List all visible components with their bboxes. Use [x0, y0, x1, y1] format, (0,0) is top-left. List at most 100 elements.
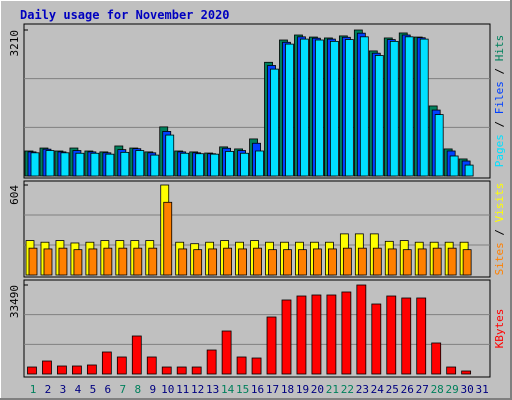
bar	[58, 247, 68, 276]
bar	[223, 247, 233, 276]
bar	[161, 366, 172, 375]
bar	[236, 356, 247, 375]
y-tick-label: 3210	[8, 30, 21, 57]
x-tick-label: 5	[90, 383, 97, 396]
bar	[178, 248, 188, 276]
bar	[461, 370, 472, 375]
bar	[281, 299, 292, 375]
bar	[327, 248, 337, 276]
x-tick-label: 25	[386, 383, 399, 396]
bar	[341, 291, 352, 375]
bar	[133, 247, 143, 276]
bar	[176, 366, 187, 375]
bar	[28, 247, 38, 276]
bar	[60, 152, 70, 177]
bar	[431, 342, 442, 375]
bar	[116, 356, 127, 375]
bar	[326, 294, 337, 375]
bar	[374, 55, 384, 177]
bar	[146, 356, 157, 375]
bar	[285, 43, 294, 177]
x-tick-label: 15	[236, 383, 249, 396]
bar	[372, 247, 382, 276]
bar	[253, 247, 262, 276]
x-tick-label: 10	[161, 383, 174, 396]
bar	[90, 152, 100, 177]
bar	[208, 248, 218, 276]
bar	[311, 294, 322, 375]
bar	[371, 303, 382, 375]
bar	[462, 249, 472, 276]
bar	[251, 357, 262, 375]
x-tick-label: 1	[30, 383, 37, 396]
x-tick-label: 21	[326, 383, 339, 396]
bar	[73, 249, 83, 276]
bar	[356, 284, 367, 375]
bar	[86, 364, 97, 375]
x-tick-label: 23	[356, 383, 369, 396]
x-tick-label: 14	[221, 383, 235, 396]
bar	[446, 366, 457, 375]
bar	[105, 153, 115, 177]
bar	[283, 249, 292, 276]
bar	[266, 316, 277, 375]
legend-separator: /	[493, 61, 506, 81]
bar	[434, 114, 444, 177]
bar	[238, 248, 247, 276]
bar	[103, 247, 113, 276]
bar	[210, 153, 220, 177]
x-tick-label: 24	[371, 383, 385, 396]
x-tick-label: 30	[461, 383, 474, 396]
x-tick-label: 8	[134, 383, 141, 396]
bar	[464, 164, 474, 177]
bar	[120, 151, 130, 177]
bar	[135, 150, 145, 177]
x-tick-label: 4	[75, 383, 82, 396]
bar	[30, 152, 40, 177]
bar	[447, 247, 457, 276]
x-tick-label: 27	[416, 383, 429, 396]
x-tick-label: 11	[176, 383, 189, 396]
legend: KBytes	[493, 309, 506, 349]
x-tick-label: 20	[311, 383, 324, 396]
bar	[386, 295, 397, 375]
bar	[342, 247, 352, 276]
x-tick-label: 26	[401, 383, 414, 396]
bar	[449, 155, 459, 177]
x-tick-label: 2	[45, 383, 52, 396]
legend-entry: Visits	[493, 183, 506, 223]
y-tick-label: 33490	[8, 285, 21, 318]
bar	[313, 248, 322, 276]
legend-separator: /	[493, 222, 506, 242]
bar	[88, 248, 98, 276]
x-tick-label: 9	[149, 383, 156, 396]
bar	[270, 68, 279, 177]
legend-entry: Files	[493, 81, 506, 114]
bar	[402, 249, 412, 276]
bar	[72, 365, 82, 375]
bar	[195, 153, 205, 177]
bar	[27, 366, 37, 375]
legend-entry: Pages	[493, 134, 506, 167]
legend-entry: Hits	[493, 35, 506, 62]
bar	[344, 39, 354, 177]
x-tick-label: 28	[431, 383, 444, 396]
bar	[329, 40, 339, 177]
legend-separator: /	[493, 114, 506, 134]
bar	[180, 152, 190, 177]
bar	[389, 40, 399, 177]
bar	[419, 38, 429, 177]
bar	[165, 134, 175, 177]
x-tick-label: 22	[341, 383, 354, 396]
y-tick-label: 604	[8, 185, 21, 205]
x-tick-label: 31	[475, 383, 488, 396]
bar	[42, 360, 52, 375]
bar	[416, 297, 427, 375]
legend: Pages / Files / Hits	[493, 35, 506, 168]
bar	[225, 151, 235, 177]
x-tick-label: 7	[120, 383, 127, 396]
x-tick-label: 6	[105, 383, 112, 396]
